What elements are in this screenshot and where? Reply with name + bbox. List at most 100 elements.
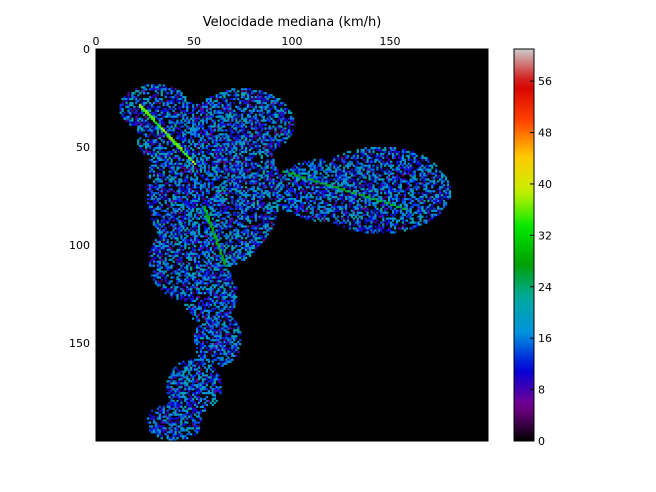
highway-cell xyxy=(292,172,295,175)
highway-cell xyxy=(315,180,318,183)
highway-cell xyxy=(219,248,222,252)
highway-cell xyxy=(213,237,216,240)
highway-cell xyxy=(176,145,179,148)
highway-cell xyxy=(143,109,146,113)
highway-cell xyxy=(348,190,352,193)
highway-cell xyxy=(192,160,195,163)
highway-cell xyxy=(297,174,301,177)
highway-cell xyxy=(146,113,150,116)
highway-cell xyxy=(290,172,293,175)
highway-cell xyxy=(141,105,144,109)
highway-cell xyxy=(148,113,152,116)
y-tick-label: 100 xyxy=(69,239,90,252)
highway-cell xyxy=(166,133,169,136)
highway-cell xyxy=(152,119,156,122)
highway-cell xyxy=(207,215,210,218)
highway-cell xyxy=(344,190,348,193)
highway-cell xyxy=(174,143,177,146)
highway-cell xyxy=(141,107,144,111)
highway-cell xyxy=(160,127,163,130)
highway-cell xyxy=(164,131,167,134)
colorbar: 0 8 16 24 32 40 48 56 xyxy=(513,48,552,448)
highway-cell xyxy=(225,264,228,267)
x-tick-label: 50 xyxy=(187,35,201,48)
highway-cell xyxy=(211,227,214,230)
highway-cell xyxy=(207,221,210,224)
highway-cell xyxy=(295,174,299,177)
highway-cell xyxy=(309,178,312,181)
highway-cell xyxy=(180,147,183,150)
highway-cell xyxy=(150,117,154,120)
y-tick-label: 0 xyxy=(83,43,90,56)
highway-cell xyxy=(401,207,405,211)
colorbar-tick-label: 32 xyxy=(538,229,552,242)
highway-cell xyxy=(223,260,226,263)
highway-cell xyxy=(286,170,289,173)
highway-cell xyxy=(284,170,287,173)
highway-cell xyxy=(362,194,365,197)
highway-cell xyxy=(327,184,330,187)
highway-cell xyxy=(148,115,152,118)
highway-cell xyxy=(174,141,177,144)
highway-cell xyxy=(317,180,320,183)
highway-cell xyxy=(168,137,171,140)
highway-cell xyxy=(168,135,171,138)
chart-title: Velocidade mediana (km/h) xyxy=(203,15,382,30)
highway-cell xyxy=(145,111,148,114)
highway-cell xyxy=(156,123,160,126)
colorbar-tick-label: 56 xyxy=(538,75,552,88)
highway-cell xyxy=(178,145,181,148)
highway-cell xyxy=(323,182,326,185)
highway-cell xyxy=(384,201,387,205)
highway-cell xyxy=(203,205,207,209)
highway-cell xyxy=(152,117,156,120)
highway-cell xyxy=(217,246,220,250)
highway-cell xyxy=(194,162,197,165)
highway-cell xyxy=(219,252,222,256)
highway-cell xyxy=(221,258,224,261)
highway-cell xyxy=(213,233,216,236)
highway-cell xyxy=(391,203,395,207)
highway-cell xyxy=(215,237,218,240)
highway-cell xyxy=(299,176,303,179)
highway-cell xyxy=(182,150,185,154)
highway-cell xyxy=(370,197,373,201)
highway-cell xyxy=(172,139,175,142)
colorbar-gradient xyxy=(513,48,535,442)
highway-cell xyxy=(339,188,342,191)
highway-cell xyxy=(186,154,189,158)
highway-cell xyxy=(146,111,150,114)
highway-cell xyxy=(329,184,332,187)
highway-cell xyxy=(325,184,328,187)
highway-cell xyxy=(388,201,391,205)
highway-cell xyxy=(341,188,344,191)
highway-cell xyxy=(172,141,175,144)
highway-cell xyxy=(158,125,161,128)
highway-cell xyxy=(190,158,193,162)
highway-cell xyxy=(211,231,214,234)
highway-cell xyxy=(143,107,146,111)
highway-cell xyxy=(176,143,179,146)
highway-cell xyxy=(170,137,173,140)
highway-cell xyxy=(215,243,218,246)
highway-cell xyxy=(358,194,361,197)
highway-cell xyxy=(215,241,218,244)
highway-cell xyxy=(372,197,375,201)
highway-cell xyxy=(386,201,389,205)
highway-cell xyxy=(335,186,338,189)
highway-cell xyxy=(403,207,406,211)
plot-area xyxy=(95,48,489,442)
highway-cell xyxy=(352,192,356,195)
highway-cell xyxy=(154,121,158,124)
highway-cell xyxy=(313,180,316,183)
highway-cell xyxy=(139,105,142,109)
colorbar-tick-label: 0 xyxy=(538,435,545,448)
highway-cell xyxy=(205,211,209,214)
highway-cell xyxy=(378,199,381,203)
highway-cell xyxy=(150,115,154,118)
highway-cell xyxy=(397,205,401,209)
highway-cell xyxy=(409,209,412,212)
highway-cell xyxy=(205,213,209,216)
x-tick-label: 0 xyxy=(93,35,100,48)
highway-cell xyxy=(217,243,220,246)
